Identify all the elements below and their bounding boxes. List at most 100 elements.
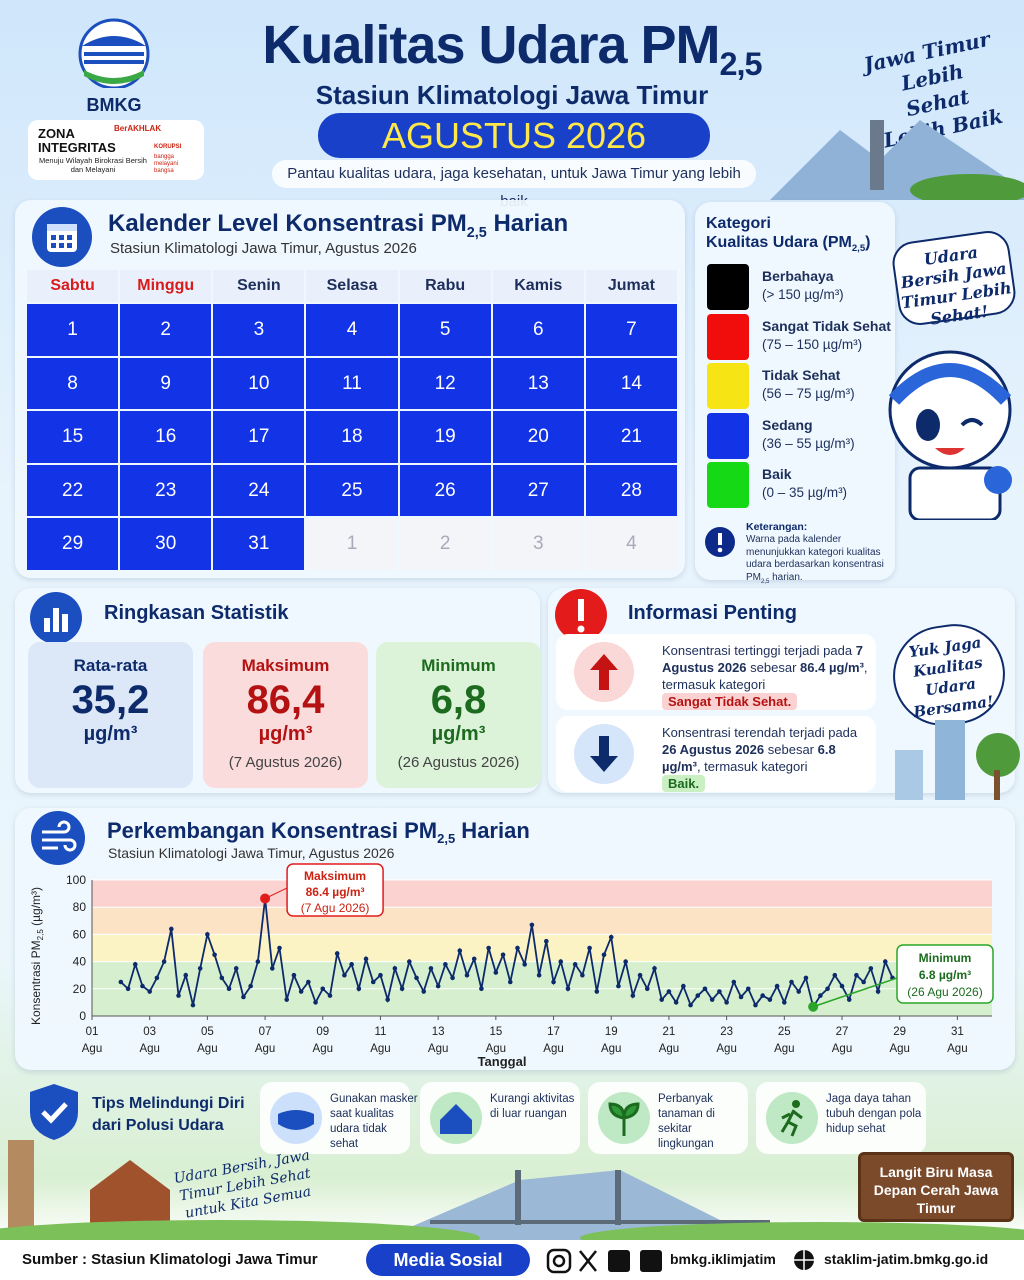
data-point bbox=[753, 1002, 758, 1008]
threshold-band bbox=[92, 880, 992, 908]
data-point bbox=[666, 989, 672, 994]
alert-icon bbox=[555, 589, 607, 641]
day-cell: 16 bbox=[120, 411, 212, 463]
data-point bbox=[580, 972, 585, 978]
legend-name: Sedang bbox=[762, 416, 813, 433]
legend-title-2-text: Kualitas Udara (PM bbox=[706, 234, 852, 251]
legend-item: Tidak Sehat (56 – 75 µg/m³) bbox=[707, 363, 897, 409]
chart-title-part: 2,5 bbox=[437, 831, 455, 846]
city-illustration bbox=[895, 720, 1020, 800]
data-point bbox=[356, 986, 362, 992]
legend-item: Sedang (36 – 55 µg/m³) bbox=[707, 412, 897, 459]
legend-swatch bbox=[707, 462, 749, 508]
data-point bbox=[745, 986, 751, 992]
data-point bbox=[875, 989, 881, 994]
next-month-cell: 3 bbox=[492, 518, 584, 570]
data-point bbox=[378, 972, 383, 978]
data-point bbox=[414, 975, 419, 981]
data-point bbox=[269, 966, 275, 971]
day-cell: 12 bbox=[399, 357, 491, 409]
high-mid: sebesar bbox=[750, 660, 797, 675]
zona-text: Menuju Wilayah Birokrasi Bersih dan Mela… bbox=[39, 156, 147, 174]
day-cell: 15 bbox=[27, 411, 119, 463]
tip-text: Kurangi aktivitas di luar ruangan bbox=[490, 1093, 575, 1120]
data-point bbox=[334, 951, 340, 956]
data-point bbox=[695, 993, 701, 998]
max-box bbox=[286, 863, 384, 917]
social-handle: bmkg.iklimjatim bbox=[670, 1251, 776, 1267]
legend-name: Tidak Sehat bbox=[762, 367, 841, 383]
legend-range: (> 150 µg/m³) bbox=[762, 287, 844, 302]
tips-title: Tips Melindungi Diri dari Polusi Udara bbox=[92, 1095, 245, 1134]
weekday-header: Kamis bbox=[492, 270, 584, 302]
min-value: 6,8 bbox=[430, 678, 487, 722]
data-point bbox=[255, 959, 261, 964]
x-tick-label: 17 bbox=[547, 1026, 560, 1038]
data-point bbox=[140, 983, 145, 989]
x-tick-sublabel: Agu bbox=[486, 1043, 506, 1055]
legend-range: (75 – 150 µg/m³) bbox=[762, 336, 863, 352]
data-point bbox=[169, 926, 174, 932]
data-point bbox=[241, 994, 246, 1000]
next-month-cell: 4 bbox=[585, 518, 677, 570]
month-badge: AGUSTUS 2026 bbox=[318, 113, 710, 158]
day-cell: 9 bbox=[120, 357, 212, 409]
high-category: Sangat Tidak Sehat. bbox=[662, 693, 798, 710]
calendar-title-tail: Harian bbox=[486, 210, 569, 237]
data-point bbox=[450, 975, 455, 981]
tip-2: Kurangi aktivitas di luar ruangan bbox=[420, 1082, 580, 1154]
x-tick-label: 27 bbox=[836, 1026, 849, 1038]
data-point bbox=[882, 959, 888, 964]
min-unit: µg/m³ bbox=[431, 723, 486, 745]
next-month-cell: 1 bbox=[306, 518, 398, 570]
data-point bbox=[608, 934, 614, 940]
data-point bbox=[284, 997, 290, 1002]
low-date: 26 Agustus 2026 bbox=[662, 742, 765, 757]
data-point bbox=[558, 959, 564, 964]
house-icon bbox=[430, 1092, 482, 1144]
mean-unit: µg/m³ bbox=[83, 723, 138, 745]
data-point bbox=[500, 952, 506, 958]
data-point bbox=[688, 1002, 693, 1008]
note-tail: harian. bbox=[769, 571, 803, 583]
x-tick-label: 15 bbox=[489, 1026, 502, 1038]
info-low-text: Konsentrasi terendah terjadi pada 26 Agu… bbox=[662, 724, 868, 792]
station-subtitle: Stasiun Klimatologi Jawa Timur bbox=[315, 80, 709, 110]
data-point bbox=[796, 989, 802, 994]
threshold-band bbox=[92, 934, 992, 962]
day-cell: 22 bbox=[27, 464, 119, 516]
day-cell: 24 bbox=[213, 464, 305, 516]
data-point bbox=[803, 975, 809, 981]
data-point bbox=[839, 983, 845, 989]
data-point bbox=[565, 986, 571, 992]
data-point bbox=[587, 945, 592, 951]
high-date: 7 Agustus 2026 bbox=[662, 643, 863, 675]
x-tick-label: 19 bbox=[605, 1026, 618, 1038]
main-title: Kualitas Udara PM2,5 bbox=[0, 14, 1024, 83]
legend-title-2-tail: ) bbox=[865, 234, 871, 251]
data-point bbox=[789, 979, 794, 985]
min-label: Minimum bbox=[421, 656, 496, 675]
day-cell: 27 bbox=[492, 464, 584, 516]
data-point bbox=[320, 986, 326, 992]
info-high: Konsentrasi tertinggi terjadi pada 7 Agu… bbox=[556, 634, 876, 710]
data-point bbox=[306, 979, 311, 985]
info-icon bbox=[705, 527, 735, 557]
day-cell: 31 bbox=[213, 518, 305, 570]
max-date: (7 Agustus 2026) bbox=[228, 754, 343, 771]
y-axis-label: Konsentrasi PM2,5 (µg/m³) bbox=[29, 887, 45, 1025]
x-tick-sublabel: Agu bbox=[832, 1043, 852, 1055]
min-point bbox=[808, 1001, 819, 1012]
day-cell: 29 bbox=[27, 518, 119, 570]
data-point bbox=[760, 993, 765, 998]
note-title: Keterangan: bbox=[746, 521, 808, 533]
x-tick-label: 09 bbox=[316, 1026, 329, 1038]
day-cell: 28 bbox=[585, 464, 677, 516]
data-point bbox=[616, 983, 621, 989]
data-point bbox=[774, 983, 780, 989]
chart-title-part: Perkembangan Konsentrasi PM bbox=[107, 818, 437, 843]
min-box bbox=[896, 944, 994, 1004]
tip-text: Jaga daya tahan tubuh dengan pola hidup … bbox=[826, 1093, 922, 1135]
legend-name: Baik bbox=[762, 466, 792, 482]
